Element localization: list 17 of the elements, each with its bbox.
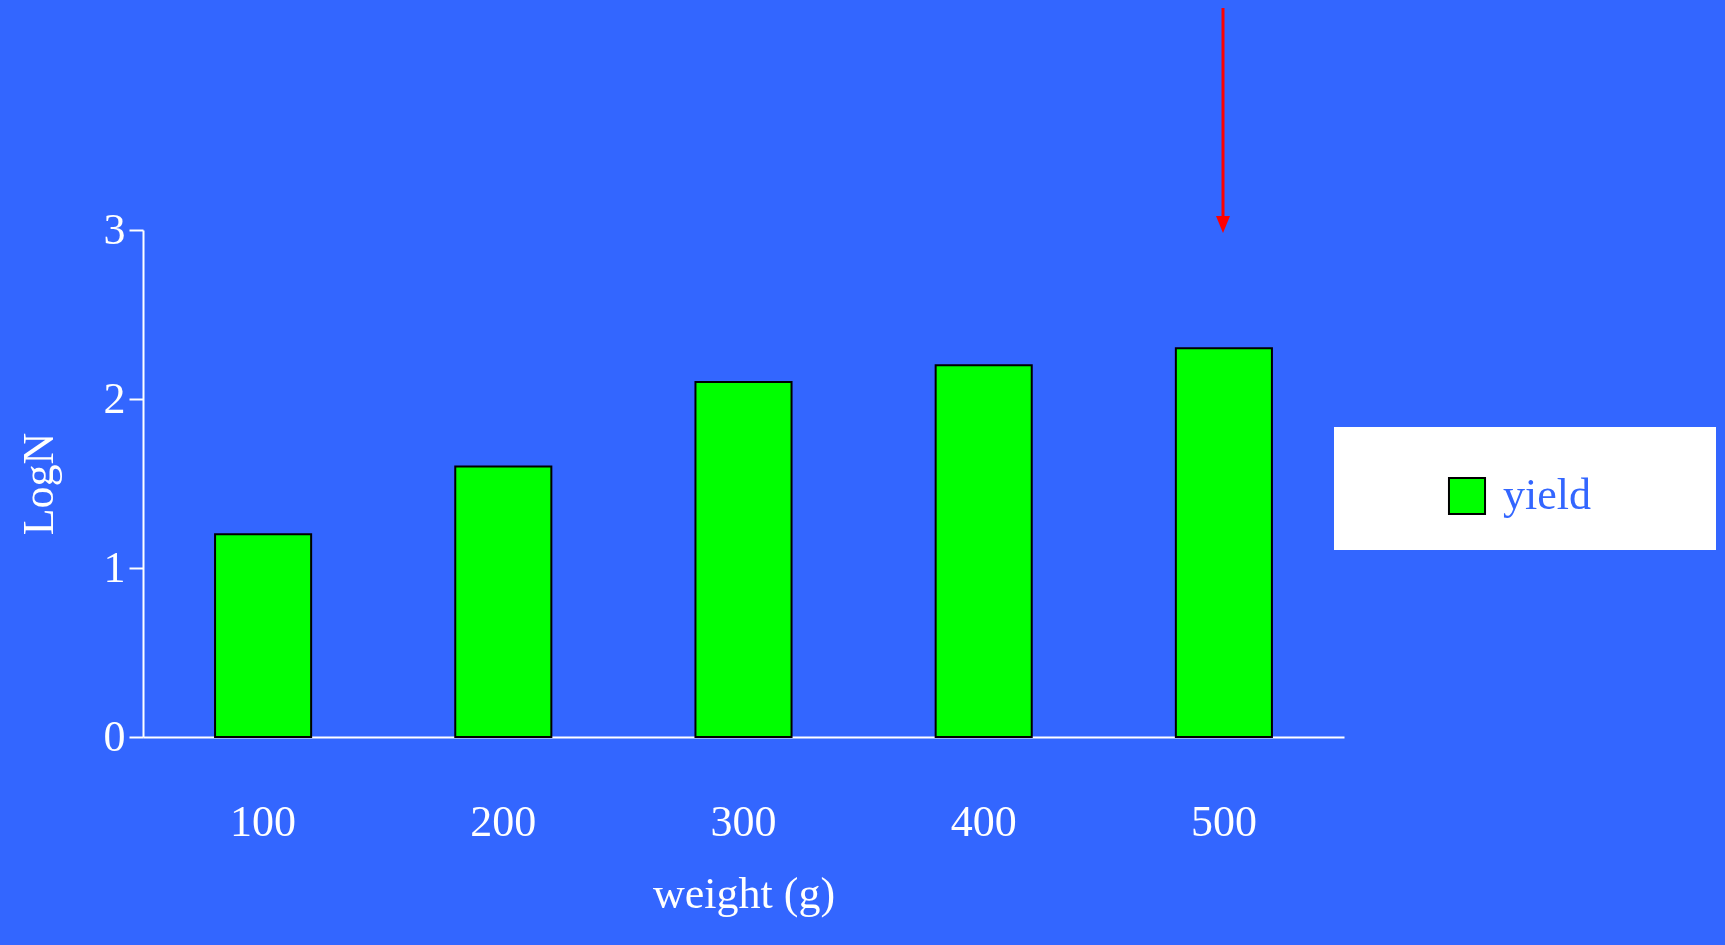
y-tick-label: 0 bbox=[103, 711, 126, 761]
x-axis-title: weight (g) bbox=[652, 868, 836, 918]
bar bbox=[214, 533, 313, 738]
bar bbox=[694, 381, 793, 738]
x-tick-label: 300 bbox=[710, 796, 777, 846]
y-tick-label: 3 bbox=[103, 204, 126, 254]
bar bbox=[1174, 347, 1273, 738]
x-tick-label: 400 bbox=[950, 796, 1017, 846]
x-tick-label: 100 bbox=[230, 796, 297, 846]
bar bbox=[934, 364, 1033, 738]
y-axis-title: LogN bbox=[13, 432, 63, 536]
legend-label: yield bbox=[1503, 470, 1591, 519]
x-tick-label: 200 bbox=[470, 796, 537, 846]
bar bbox=[454, 465, 553, 738]
y-tick-label: 2 bbox=[103, 373, 126, 423]
x-tick-label: 500 bbox=[1190, 796, 1257, 846]
y-tick-label: 1 bbox=[103, 542, 126, 592]
